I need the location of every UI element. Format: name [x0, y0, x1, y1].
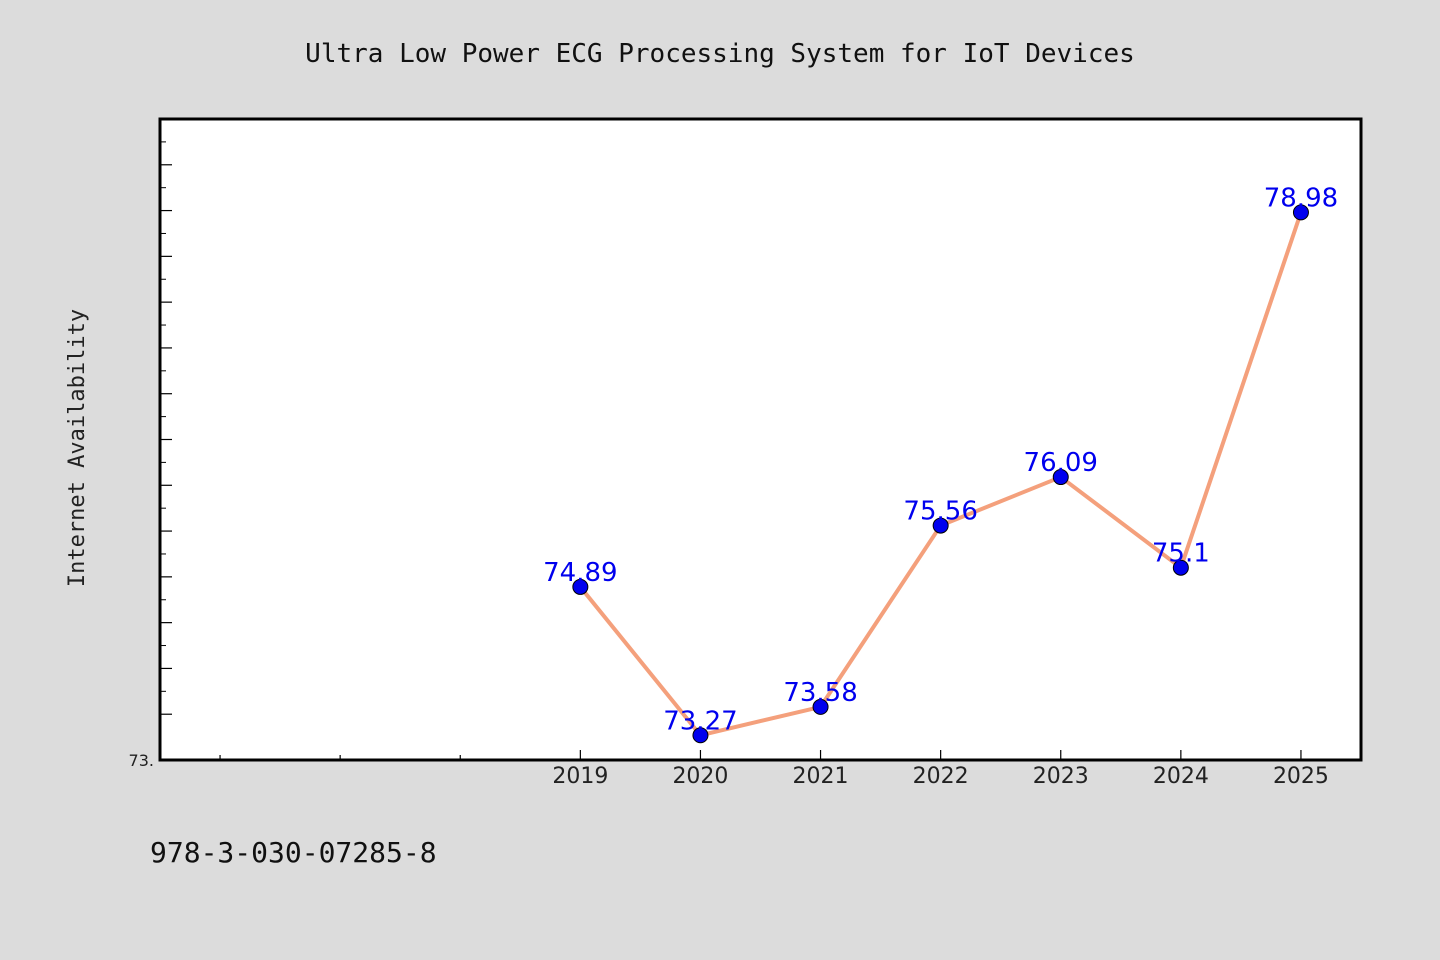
- data-label: 74.89: [543, 558, 617, 588]
- x-tick-label: 2021: [793, 764, 849, 789]
- data-label: 73.27: [663, 706, 737, 736]
- data-point: [812, 698, 829, 715]
- y-tick-label: 73.: [129, 751, 154, 770]
- series-layer: 74.89 73.27 73.58 75.56 76.09 75.1 78.98: [543, 183, 1338, 744]
- data-point: [1292, 204, 1309, 221]
- chart-title: Ultra Low Power ECG Processing System fo…: [305, 39, 1135, 69]
- x-tick-label: 2020: [672, 764, 728, 789]
- y-axis-label: Internet Availability: [65, 309, 90, 587]
- data-label: 75.56: [903, 497, 977, 527]
- data-point: [572, 578, 589, 595]
- x-tick-label: 2025: [1273, 764, 1329, 789]
- data-label: 73.58: [783, 678, 857, 708]
- data-label: 78.98: [1264, 183, 1338, 213]
- data-point: [932, 517, 949, 534]
- data-point: [1172, 559, 1189, 576]
- data-point: [1052, 469, 1069, 486]
- x-tick-label: 2023: [1033, 764, 1089, 789]
- x-tick-label: 2022: [913, 764, 969, 789]
- y-axis-ticks: 73.: [129, 141, 172, 770]
- data-point: [692, 727, 709, 744]
- x-tick-label: 2019: [552, 764, 608, 789]
- x-axis-ticks: 2019 2020 2021 2022 2023 2024 2025: [219, 750, 1329, 789]
- isbn-footer: 978-3-030-07285-8: [150, 836, 437, 869]
- x-tick-label: 2024: [1153, 764, 1209, 789]
- data-label: 76.09: [1024, 448, 1098, 478]
- data-label: 75.1: [1152, 539, 1210, 569]
- plot-area: [158, 117, 1363, 762]
